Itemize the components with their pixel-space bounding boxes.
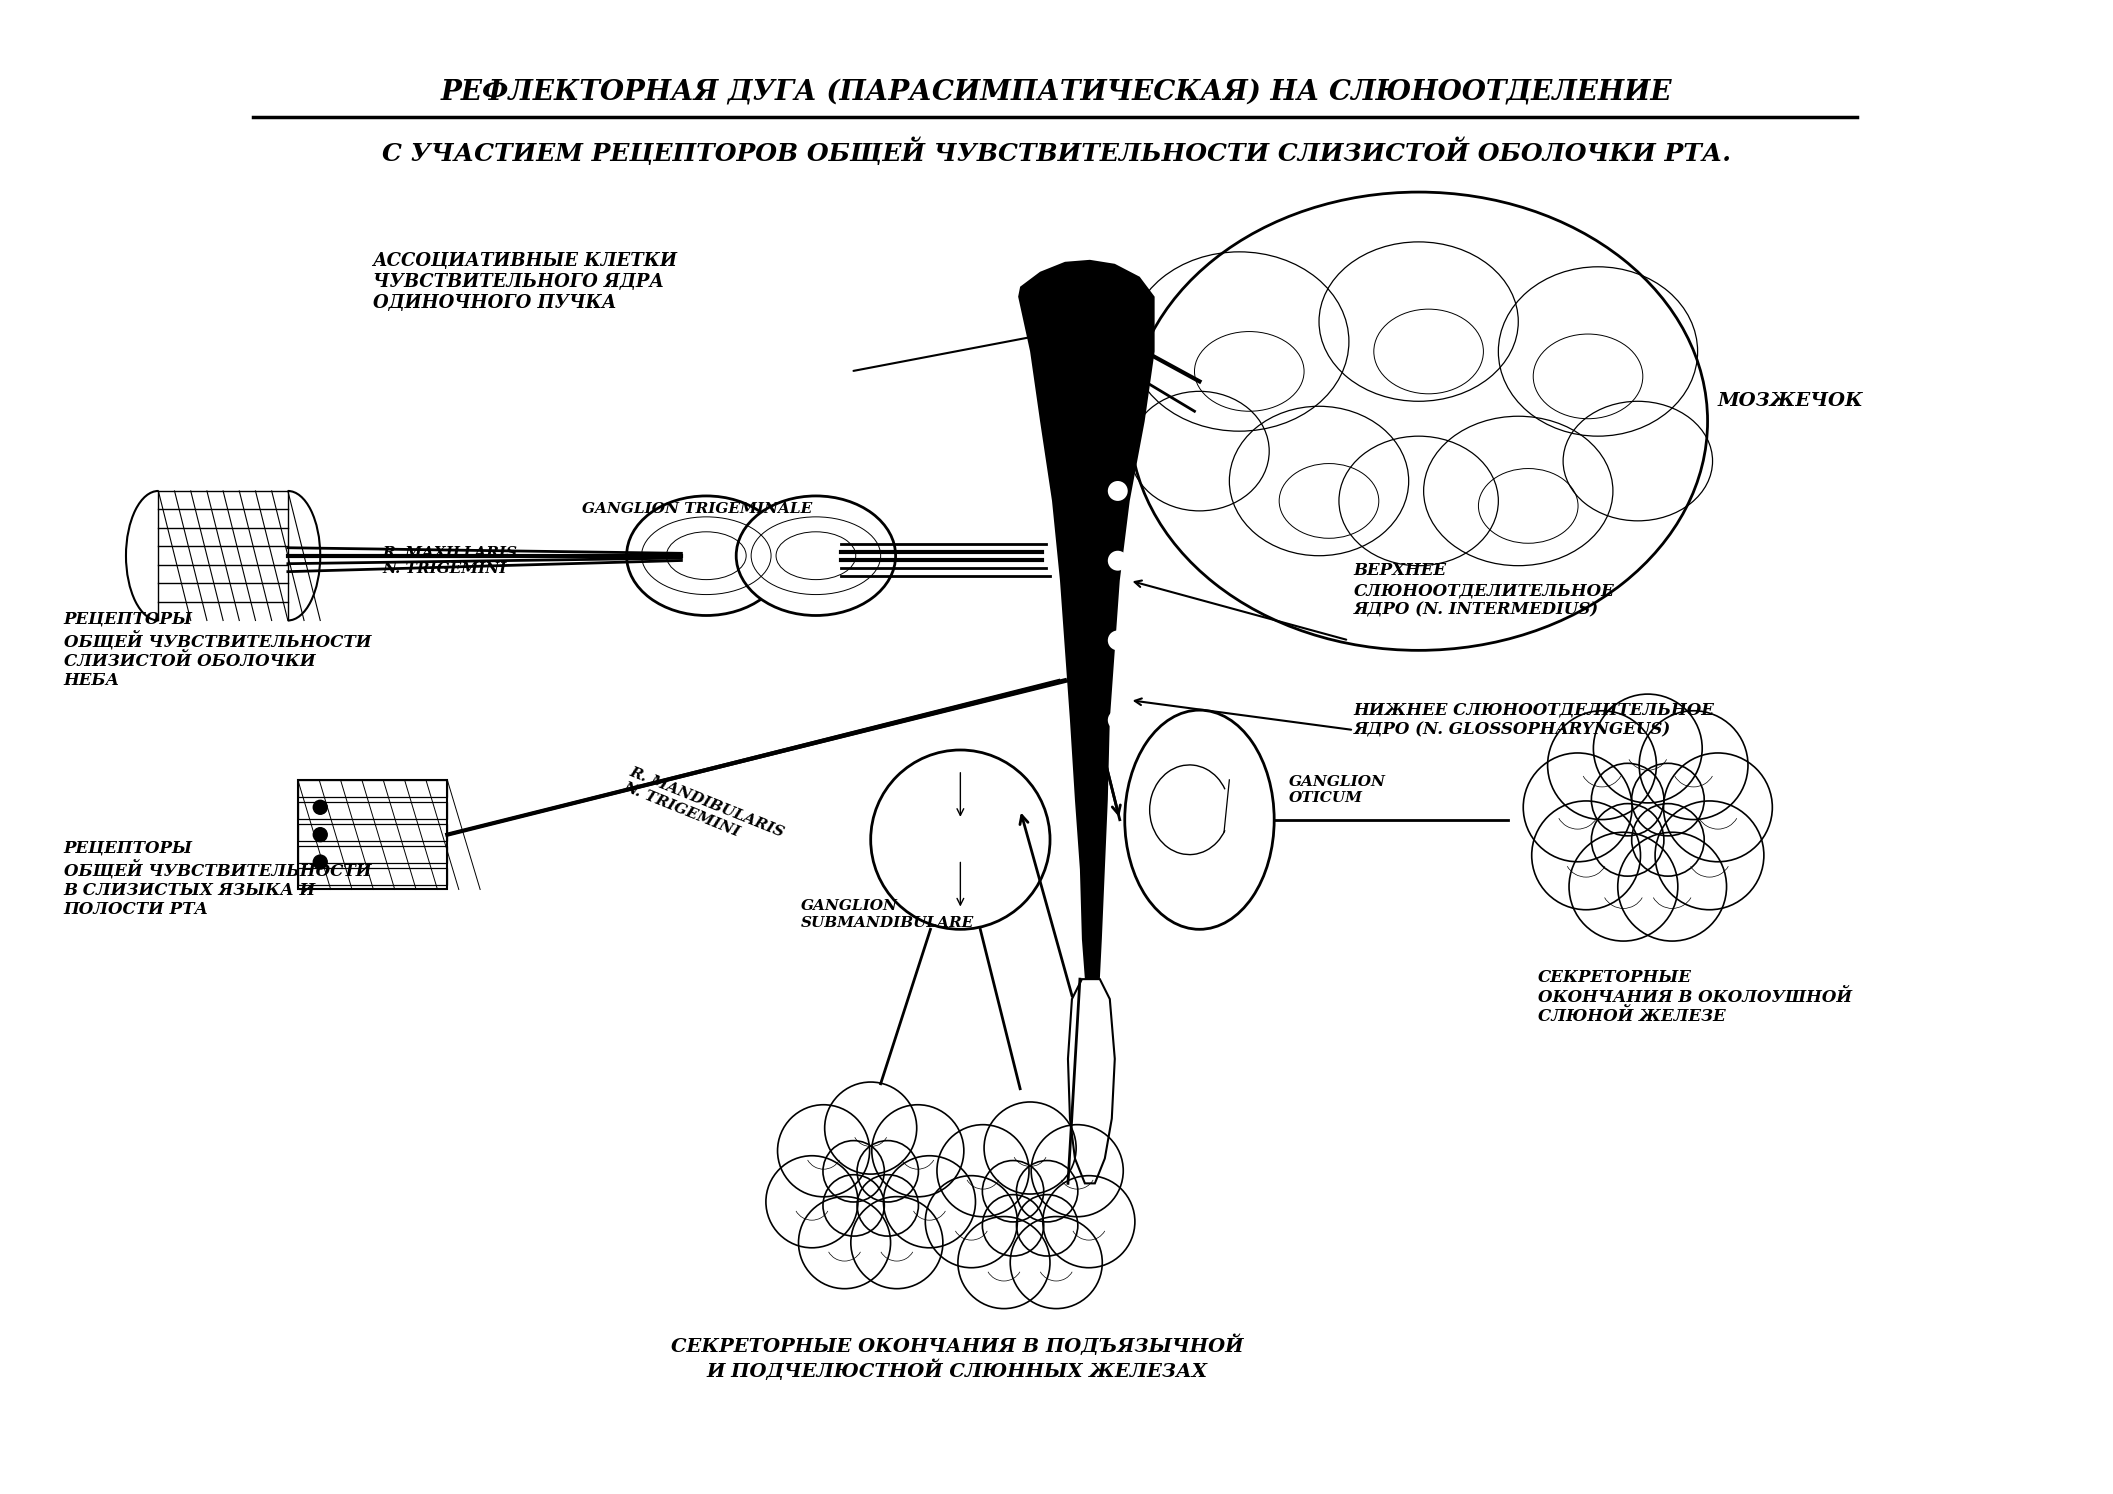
Text: С УЧАСТИЕМ РЕЦЕПТОРОВ ОБЩЕЙ ЧУВСТВИТЕЛЬНОСТИ СЛИЗИСТОЙ ОБОЛОЧКИ РТА.: С УЧАСТИЕМ РЕЦЕПТОРОВ ОБЩЕЙ ЧУВСТВИТЕЛЬН… (382, 137, 1731, 166)
Bar (298, 780, 448, 889)
Text: РЕЦЕПТОРЫ
ОБЩЕЙ ЧУВСТВИТЕЛЬНОСТИ
СЛИЗИСТОЙ ОБОЛОЧКИ
НЕБА: РЕЦЕПТОРЫ ОБЩЕЙ ЧУВСТВИТЕЛЬНОСТИ СЛИЗИСТ… (63, 611, 372, 689)
Text: АССОЦИАТИВНЫЕ КЛЕТКИ
ЧУВСТВИТЕЛЬНОГО ЯДРА
ОДИНОЧНОГО ПУЧКА: АССОЦИАТИВНЫЕ КЛЕТКИ ЧУВСТВИТЕЛЬНОГО ЯДР… (372, 252, 678, 312)
Text: РЕФЛЕКТОРНАЯ ДУГА (ПАРАСИМПАТИЧЕСКАЯ) НА СЛЮНООТДЕЛЕНИЕ: РЕФЛЕКТОРНАЯ ДУГА (ПАРАСИМПАТИЧЕСКАЯ) НА… (442, 79, 1671, 106)
Circle shape (871, 750, 1050, 929)
Text: GANGLION TRIGEMINALE: GANGLION TRIGEMINALE (581, 502, 811, 515)
Text: GANGLION
OTICUM: GANGLION OTICUM (1289, 775, 1386, 805)
Circle shape (1107, 481, 1128, 500)
Text: R. MANDIBULARIS
N. TRIGEMINI: R. MANDIBULARIS N. TRIGEMINI (621, 765, 786, 855)
Text: ВЕРХНЕЕ
СЛЮНООТДЕЛИТЕЛЬНОЕ
ЯДРО (N. INTERMEDIUS): ВЕРХНЕЕ СЛЮНООТДЕЛИТЕЛЬНОЕ ЯДРО (N. INTE… (1354, 562, 1614, 619)
Circle shape (1107, 630, 1128, 650)
Ellipse shape (628, 496, 786, 616)
Circle shape (313, 855, 328, 870)
Circle shape (1107, 710, 1128, 731)
Ellipse shape (1124, 710, 1274, 929)
Text: МОЗЖЕЧОК: МОЗЖЕЧОК (1718, 393, 1864, 411)
Text: СЕКРЕТОРНЫЕ ОКОНЧАНИЯ В ПОДЪЯЗЫЧНОЙ
И ПОДЧЕЛЮСТНОЙ СЛЮННЫХ ЖЕЛЕЗАХ: СЕКРЕТОРНЫЕ ОКОНЧАНИЯ В ПОДЪЯЗЫЧНОЙ И ПО… (670, 1334, 1242, 1380)
Text: НИЖНЕЕ СЛЮНООТДЕЛИТЕЛЬНОЕ
ЯДРО (N. GLOSSOPHARYNGEUS): НИЖНЕЕ СЛЮНООТДЕЛИТЕЛЬНОЕ ЯДРО (N. GLOSS… (1354, 702, 1716, 738)
Text: R. MAXILLARIS
N. TRIGEMINI: R. MAXILLARIS N. TRIGEMINI (382, 545, 518, 575)
Bar (298, 780, 448, 798)
Bar (298, 802, 448, 819)
Circle shape (313, 801, 328, 814)
Polygon shape (1018, 260, 1154, 979)
Ellipse shape (735, 496, 896, 616)
Text: РЕЦЕПТОРЫ
ОБЩЕЙ ЧУВСТВИТЕЛЬНОСТИ
В СЛИЗИСТЫХ ЯЗЫКА И
ПОЛОСТИ РТА: РЕЦЕПТОРЫ ОБЩЕЙ ЧУВСТВИТЕЛЬНОСТИ В СЛИЗИ… (63, 840, 372, 919)
Bar (298, 823, 448, 841)
Bar (298, 868, 448, 884)
Text: СЕКРЕТОРНЫЕ
ОКОНЧАНИЯ В ОКОЛОУШНОЙ
СЛЮНОЙ ЖЕЛЕЗЕ: СЕКРЕТОРНЫЕ ОКОНЧАНИЯ В ОКОЛОУШНОЙ СЛЮНО… (1538, 970, 1853, 1025)
Text: GANGLION
SUBMANDIBULARE: GANGLION SUBMANDIBULARE (801, 899, 974, 929)
Circle shape (313, 828, 328, 841)
Bar (298, 846, 448, 864)
Circle shape (1107, 551, 1128, 571)
